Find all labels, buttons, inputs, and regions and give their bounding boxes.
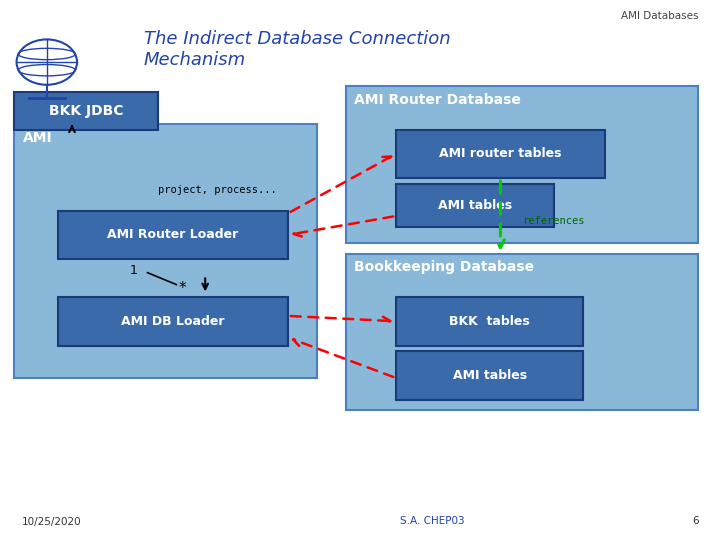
Text: AMI: AMI xyxy=(23,131,53,145)
Text: 10/25/2020: 10/25/2020 xyxy=(22,516,81,526)
Bar xyxy=(346,254,698,410)
Text: AMI tables: AMI tables xyxy=(453,369,526,382)
Bar xyxy=(58,211,288,259)
Bar xyxy=(396,184,554,227)
Text: 6: 6 xyxy=(692,516,698,526)
Bar xyxy=(14,92,158,130)
Bar xyxy=(14,124,317,378)
Text: AMI router tables: AMI router tables xyxy=(439,147,562,160)
Text: AMI Router Loader: AMI Router Loader xyxy=(107,228,238,241)
Text: BKK JDBC: BKK JDBC xyxy=(49,104,124,118)
Text: BKK  tables: BKK tables xyxy=(449,315,530,328)
Text: *: * xyxy=(179,281,186,296)
Bar xyxy=(58,297,288,346)
Text: 1: 1 xyxy=(130,264,138,276)
Bar xyxy=(396,297,583,346)
Bar xyxy=(346,86,698,243)
Text: Bookkeeping Database: Bookkeeping Database xyxy=(354,260,534,274)
Text: project, process...: project, process... xyxy=(158,185,277,195)
Bar xyxy=(396,351,583,400)
Bar xyxy=(396,130,605,178)
Text: AMI Databases: AMI Databases xyxy=(621,11,698,21)
Text: references: references xyxy=(522,217,585,226)
Text: AMI DB Loader: AMI DB Loader xyxy=(121,315,225,328)
Text: The Indirect Database Connection
Mechanism: The Indirect Database Connection Mechani… xyxy=(144,30,451,69)
Text: AMI tables: AMI tables xyxy=(438,199,512,212)
Text: S.A. CHEP03: S.A. CHEP03 xyxy=(400,516,464,526)
Text: AMI Router Database: AMI Router Database xyxy=(354,93,521,107)
